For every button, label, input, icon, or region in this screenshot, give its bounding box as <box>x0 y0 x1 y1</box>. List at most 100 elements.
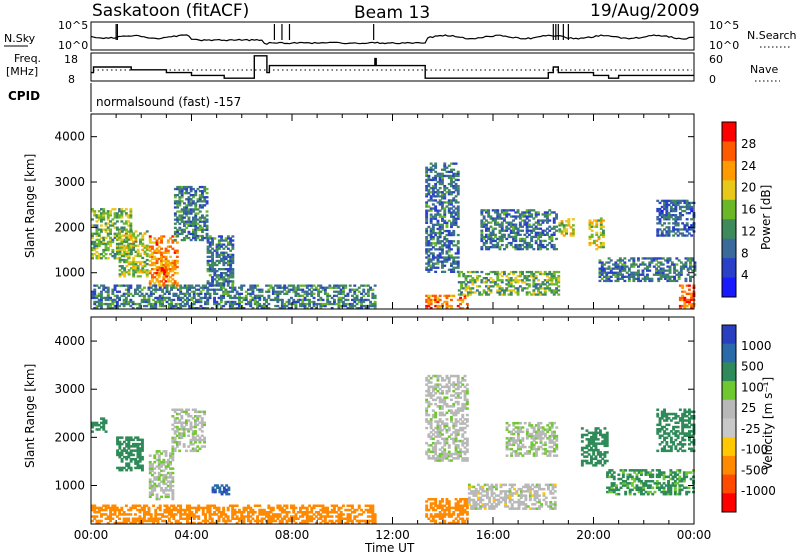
velocity-echo-cell <box>162 458 166 462</box>
power-echo-cell <box>539 248 543 251</box>
velocity-echo-cell <box>425 418 429 421</box>
power-echo-cell <box>503 235 506 239</box>
velocity-echo-cell <box>317 511 320 514</box>
velocity-echo-cell <box>463 502 467 505</box>
power-echo-cell <box>222 272 226 275</box>
power-echo-cell <box>204 284 207 287</box>
power-echo-cell <box>516 233 520 236</box>
velocity-echo-cell <box>179 513 183 516</box>
power-echo-cell <box>447 164 451 167</box>
power-echo-cell <box>231 284 235 287</box>
power-echo-cell <box>516 248 520 251</box>
power-echo-cell <box>102 238 106 241</box>
power-echo-cell <box>226 255 230 258</box>
power-echo-cell <box>178 200 182 203</box>
power-echo-cell <box>111 290 115 293</box>
power-echo-cell <box>136 252 140 256</box>
power-echo-cell <box>196 208 200 211</box>
power-echo-cell <box>429 195 433 198</box>
velocity-echo-cell <box>231 513 235 516</box>
power-echo-cell <box>166 272 170 275</box>
velocity-echo-cell <box>157 458 161 462</box>
velocity-echo-cell <box>222 517 226 520</box>
velocity-echo-cell <box>152 504 155 507</box>
velocity-echo-cell <box>251 511 255 514</box>
power-echo-cell <box>276 300 280 304</box>
power-echo-cell <box>143 271 147 274</box>
velocity-echo-cell <box>152 519 155 523</box>
power-echo-cell <box>600 263 604 266</box>
power-echo-cell <box>151 263 154 267</box>
power-echo-cell <box>450 307 453 310</box>
power-echo-cell <box>136 250 140 253</box>
power-echo-cell <box>436 296 440 300</box>
power-echo-cell <box>106 222 110 225</box>
power-echo-region <box>206 235 235 287</box>
power-echo-cell <box>231 286 235 289</box>
power-echo-cell <box>152 304 155 308</box>
power-echo-cell <box>516 246 520 249</box>
power-echo-cell <box>120 228 124 231</box>
power-echo-cell <box>95 224 99 227</box>
power-echo-cell <box>265 298 268 302</box>
power-echo-cell <box>674 220 678 223</box>
velocity-echo-cell <box>179 504 183 507</box>
velocity-echo-cell <box>431 506 435 510</box>
power-echo-cell <box>222 247 226 250</box>
power-echo-cell <box>441 244 444 247</box>
power-echo-cell <box>201 190 204 193</box>
power-echo-cell <box>208 274 212 277</box>
power-echo-cell <box>443 197 447 200</box>
power-echo-cell <box>679 265 683 268</box>
power-echo-cell <box>187 202 191 205</box>
power-echo-cell <box>122 253 126 256</box>
power-echo-cell <box>555 229 558 232</box>
velocity-echo-cell <box>323 508 327 512</box>
power-echo-cell <box>539 231 543 234</box>
velocity-echo-cell <box>200 419 204 422</box>
velocity-echo-cell <box>271 519 275 523</box>
power-echo-cell <box>441 197 444 200</box>
power-echo-cell <box>425 170 429 173</box>
velocity-echo-cell <box>333 511 336 514</box>
power-echo-cell <box>436 256 440 259</box>
power-echo-cell <box>676 199 680 202</box>
power-echo-cell <box>482 243 486 247</box>
velocity-echo-cell <box>353 511 357 514</box>
power-echo-cell <box>452 219 456 222</box>
power-echo-cell <box>262 296 266 300</box>
velocity-echo-cell <box>267 521 271 525</box>
power-echo-cell <box>166 268 170 271</box>
power-echo-cell <box>276 304 280 308</box>
power-echo-cell <box>115 212 119 215</box>
velocity-echo-cell <box>301 511 305 514</box>
power-echo-cell <box>211 251 214 254</box>
velocity-echo-cell <box>129 468 133 472</box>
power-echo-cell <box>206 245 210 248</box>
power-echo-cell <box>100 257 103 260</box>
power-echo-cell <box>500 270 504 274</box>
power-echo-cell <box>231 296 235 300</box>
cpid-label: CPID <box>8 89 40 103</box>
velocity-echo-cell <box>335 515 339 518</box>
power-echo-cell <box>425 268 429 271</box>
power-echo-cell <box>204 292 207 295</box>
velocity-echo-cell <box>203 436 206 440</box>
power-echo-cell <box>305 286 309 289</box>
power-echo-cell <box>450 242 453 245</box>
velocity-echo-cell <box>191 434 195 437</box>
power-echo-cell <box>447 170 451 173</box>
power-echo-cell <box>496 291 500 294</box>
power-echo-cell <box>485 285 488 288</box>
power-echo-cell <box>512 225 515 228</box>
velocity-echo-cell <box>173 438 177 442</box>
power-echo-cell <box>220 282 223 285</box>
velocity-echo-cell <box>271 508 275 512</box>
power-echo-cell <box>627 279 631 283</box>
power-echo-cell <box>134 254 138 258</box>
power-echo-cell <box>115 251 119 254</box>
velocity-echo-cell <box>198 441 202 444</box>
velocity-echo-cell <box>151 473 154 477</box>
power-echo-cell <box>95 228 99 231</box>
power-echo-cell <box>500 237 504 241</box>
